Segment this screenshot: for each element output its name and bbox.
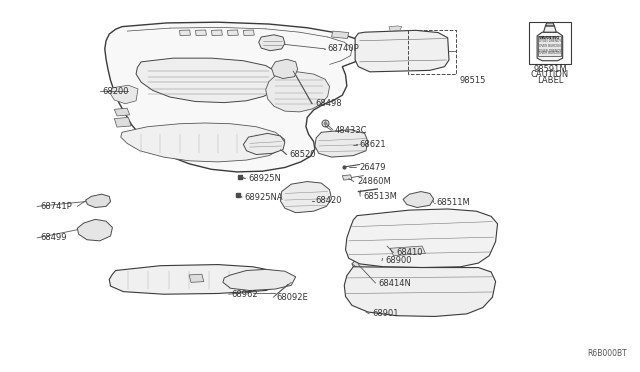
Text: 24860M: 24860M [357, 177, 391, 186]
Polygon shape [86, 194, 111, 208]
Text: 98515: 98515 [460, 76, 486, 85]
Text: 68925N: 68925N [248, 174, 282, 183]
Polygon shape [243, 30, 254, 36]
Polygon shape [223, 269, 296, 291]
Text: R6B000BT: R6B000BT [587, 349, 627, 358]
Text: DYUER DRENDY: DYUER DRENDY [538, 49, 561, 53]
Polygon shape [243, 134, 285, 154]
Polygon shape [227, 30, 238, 36]
Polygon shape [342, 175, 352, 180]
Polygon shape [352, 255, 384, 273]
Bar [538, 36, 561, 56]
Text: 68092E: 68092E [276, 293, 308, 302]
Text: 48433C: 48433C [335, 126, 367, 135]
Polygon shape [355, 31, 449, 72]
Text: 68511M: 68511M [436, 198, 470, 207]
Text: 26479: 26479 [360, 163, 386, 172]
Text: 68420: 68420 [315, 196, 341, 205]
Text: 68410: 68410 [397, 248, 423, 257]
Text: 68900: 68900 [385, 256, 412, 265]
Text: OVER BURDEN: OVER BURDEN [539, 51, 561, 55]
Text: WARNING: WARNING [540, 36, 561, 40]
Polygon shape [115, 118, 131, 127]
Polygon shape [179, 30, 190, 36]
Polygon shape [136, 58, 280, 103]
Polygon shape [121, 123, 285, 162]
Polygon shape [543, 26, 556, 32]
Text: OVER BURDEN: OVER BURDEN [539, 44, 561, 48]
Text: 68962: 68962 [232, 290, 259, 299]
Polygon shape [77, 219, 113, 241]
Text: 68414N: 68414N [379, 279, 412, 288]
Text: 68520: 68520 [289, 150, 316, 159]
Text: 68200: 68200 [103, 87, 129, 96]
Polygon shape [266, 72, 330, 112]
Polygon shape [537, 32, 563, 61]
Polygon shape [111, 85, 138, 104]
Polygon shape [403, 192, 434, 208]
Polygon shape [271, 59, 298, 78]
Polygon shape [280, 182, 332, 213]
Polygon shape [189, 274, 204, 282]
Polygon shape [105, 22, 368, 172]
Text: 68621: 68621 [360, 140, 386, 149]
Polygon shape [109, 264, 285, 294]
Polygon shape [344, 267, 495, 317]
Text: LABEL: LABEL [537, 76, 563, 85]
Text: CAUTION: CAUTION [531, 70, 569, 79]
Text: 68513M: 68513M [364, 192, 397, 201]
Polygon shape [211, 30, 222, 36]
Polygon shape [332, 31, 349, 38]
Text: 68498: 68498 [315, 99, 342, 108]
Text: 68740P: 68740P [328, 44, 360, 53]
Bar [529, 22, 571, 64]
Polygon shape [390, 246, 426, 256]
Bar [408, 30, 456, 74]
Polygon shape [115, 108, 130, 116]
Polygon shape [195, 30, 206, 36]
Text: 68499: 68499 [40, 233, 67, 243]
Polygon shape [315, 130, 368, 157]
Polygon shape [346, 209, 497, 267]
Text: 68741P: 68741P [40, 202, 72, 211]
Text: 68901: 68901 [372, 310, 399, 318]
Polygon shape [389, 26, 402, 31]
Polygon shape [259, 35, 285, 51]
Text: DYUEI DRENDY: DYUEI DRENDY [539, 39, 561, 43]
Text: 68925NA: 68925NA [244, 193, 284, 202]
Polygon shape [545, 23, 554, 26]
Polygon shape [355, 234, 387, 253]
Text: 98591M: 98591M [533, 65, 566, 74]
